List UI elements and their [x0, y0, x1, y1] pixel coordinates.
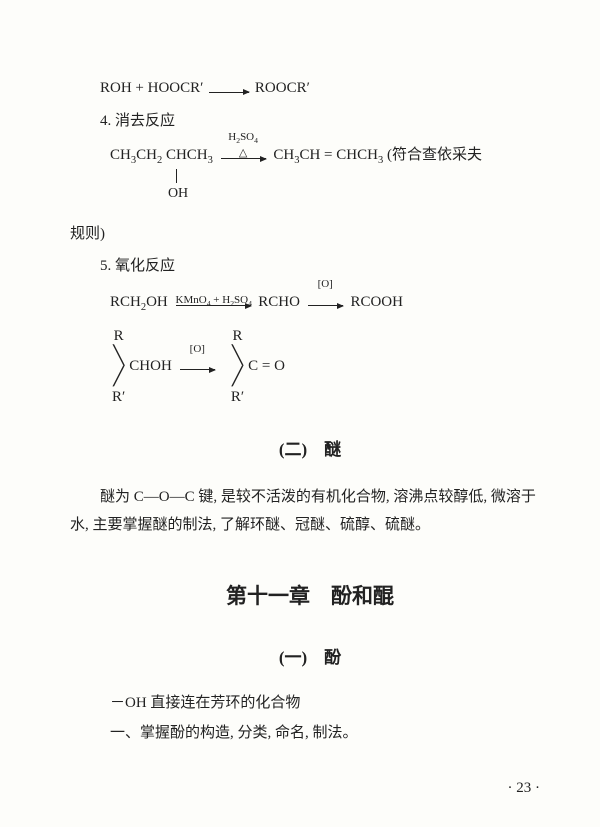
phenol-line-1: －OH 直接连在芳环的化合物 [110, 691, 550, 715]
arrow-icon: [O] [180, 357, 215, 375]
paragraph-ether: 醚为 C—O—C 键, 是较不活泼的有机化合物, 溶沸点较醇低, 微溶于水, 主… [70, 483, 550, 540]
page-content: ROH + HOOCR′ ROOCR′ 4. 消去反应 CH3CH2 CHCH3… [0, 0, 600, 785]
eq2-tail: (符合查依采夫 [387, 147, 482, 163]
section-5-title: 5. 氧化反应 [100, 254, 550, 278]
eq2-ch1: CH [110, 147, 131, 163]
rule-close: 规则) [70, 222, 550, 246]
arrow-icon: [O] [308, 290, 343, 314]
equation-3: RCH2OH KMnO4 + H2SO4 RCHO [O] RCOOH [110, 290, 550, 317]
arrow-icon: KMnO4 + H2SO4 [176, 290, 251, 314]
subheading-phenol: (一) 酚 [70, 644, 550, 671]
eq1-right: ROOCR′ [255, 80, 310, 96]
page-number: · 23 · [508, 780, 541, 797]
arrow-icon [209, 77, 249, 101]
eq1-left: ROH + HOOCR′ [100, 80, 203, 96]
eq2-right-a: CH [273, 147, 294, 163]
eq2-right-b: CH = CHCH [299, 147, 377, 163]
eq2-ch2: CH [136, 147, 157, 163]
arrow-icon: H2SO4 △ [221, 143, 266, 167]
section-4-title: 4. 消去反应 [100, 109, 550, 133]
phenol-line-2: 一、掌握酚的构造, 分类, 命名, 制法。 [110, 721, 550, 745]
eq3-mid: RCHO [258, 294, 300, 310]
equation-2: CH3CH2 CHCH3 OH H2SO4 △ CH3CH = CHCH3 (符… [110, 143, 550, 206]
equation-4: R R ╲ CHOH [O] ╲ C = O [110, 327, 550, 406]
chapter-heading: 第十一章 酚和醌 [70, 580, 550, 614]
equation-1: ROH + HOOCR′ ROOCR′ [100, 76, 550, 101]
eq3-r1: RCH [110, 294, 141, 310]
eq2-choh-group: CHCH3 OH [166, 143, 213, 206]
subheading-ether: (二) 醚 [70, 436, 550, 463]
eq3-right: RCOOH [350, 294, 403, 310]
